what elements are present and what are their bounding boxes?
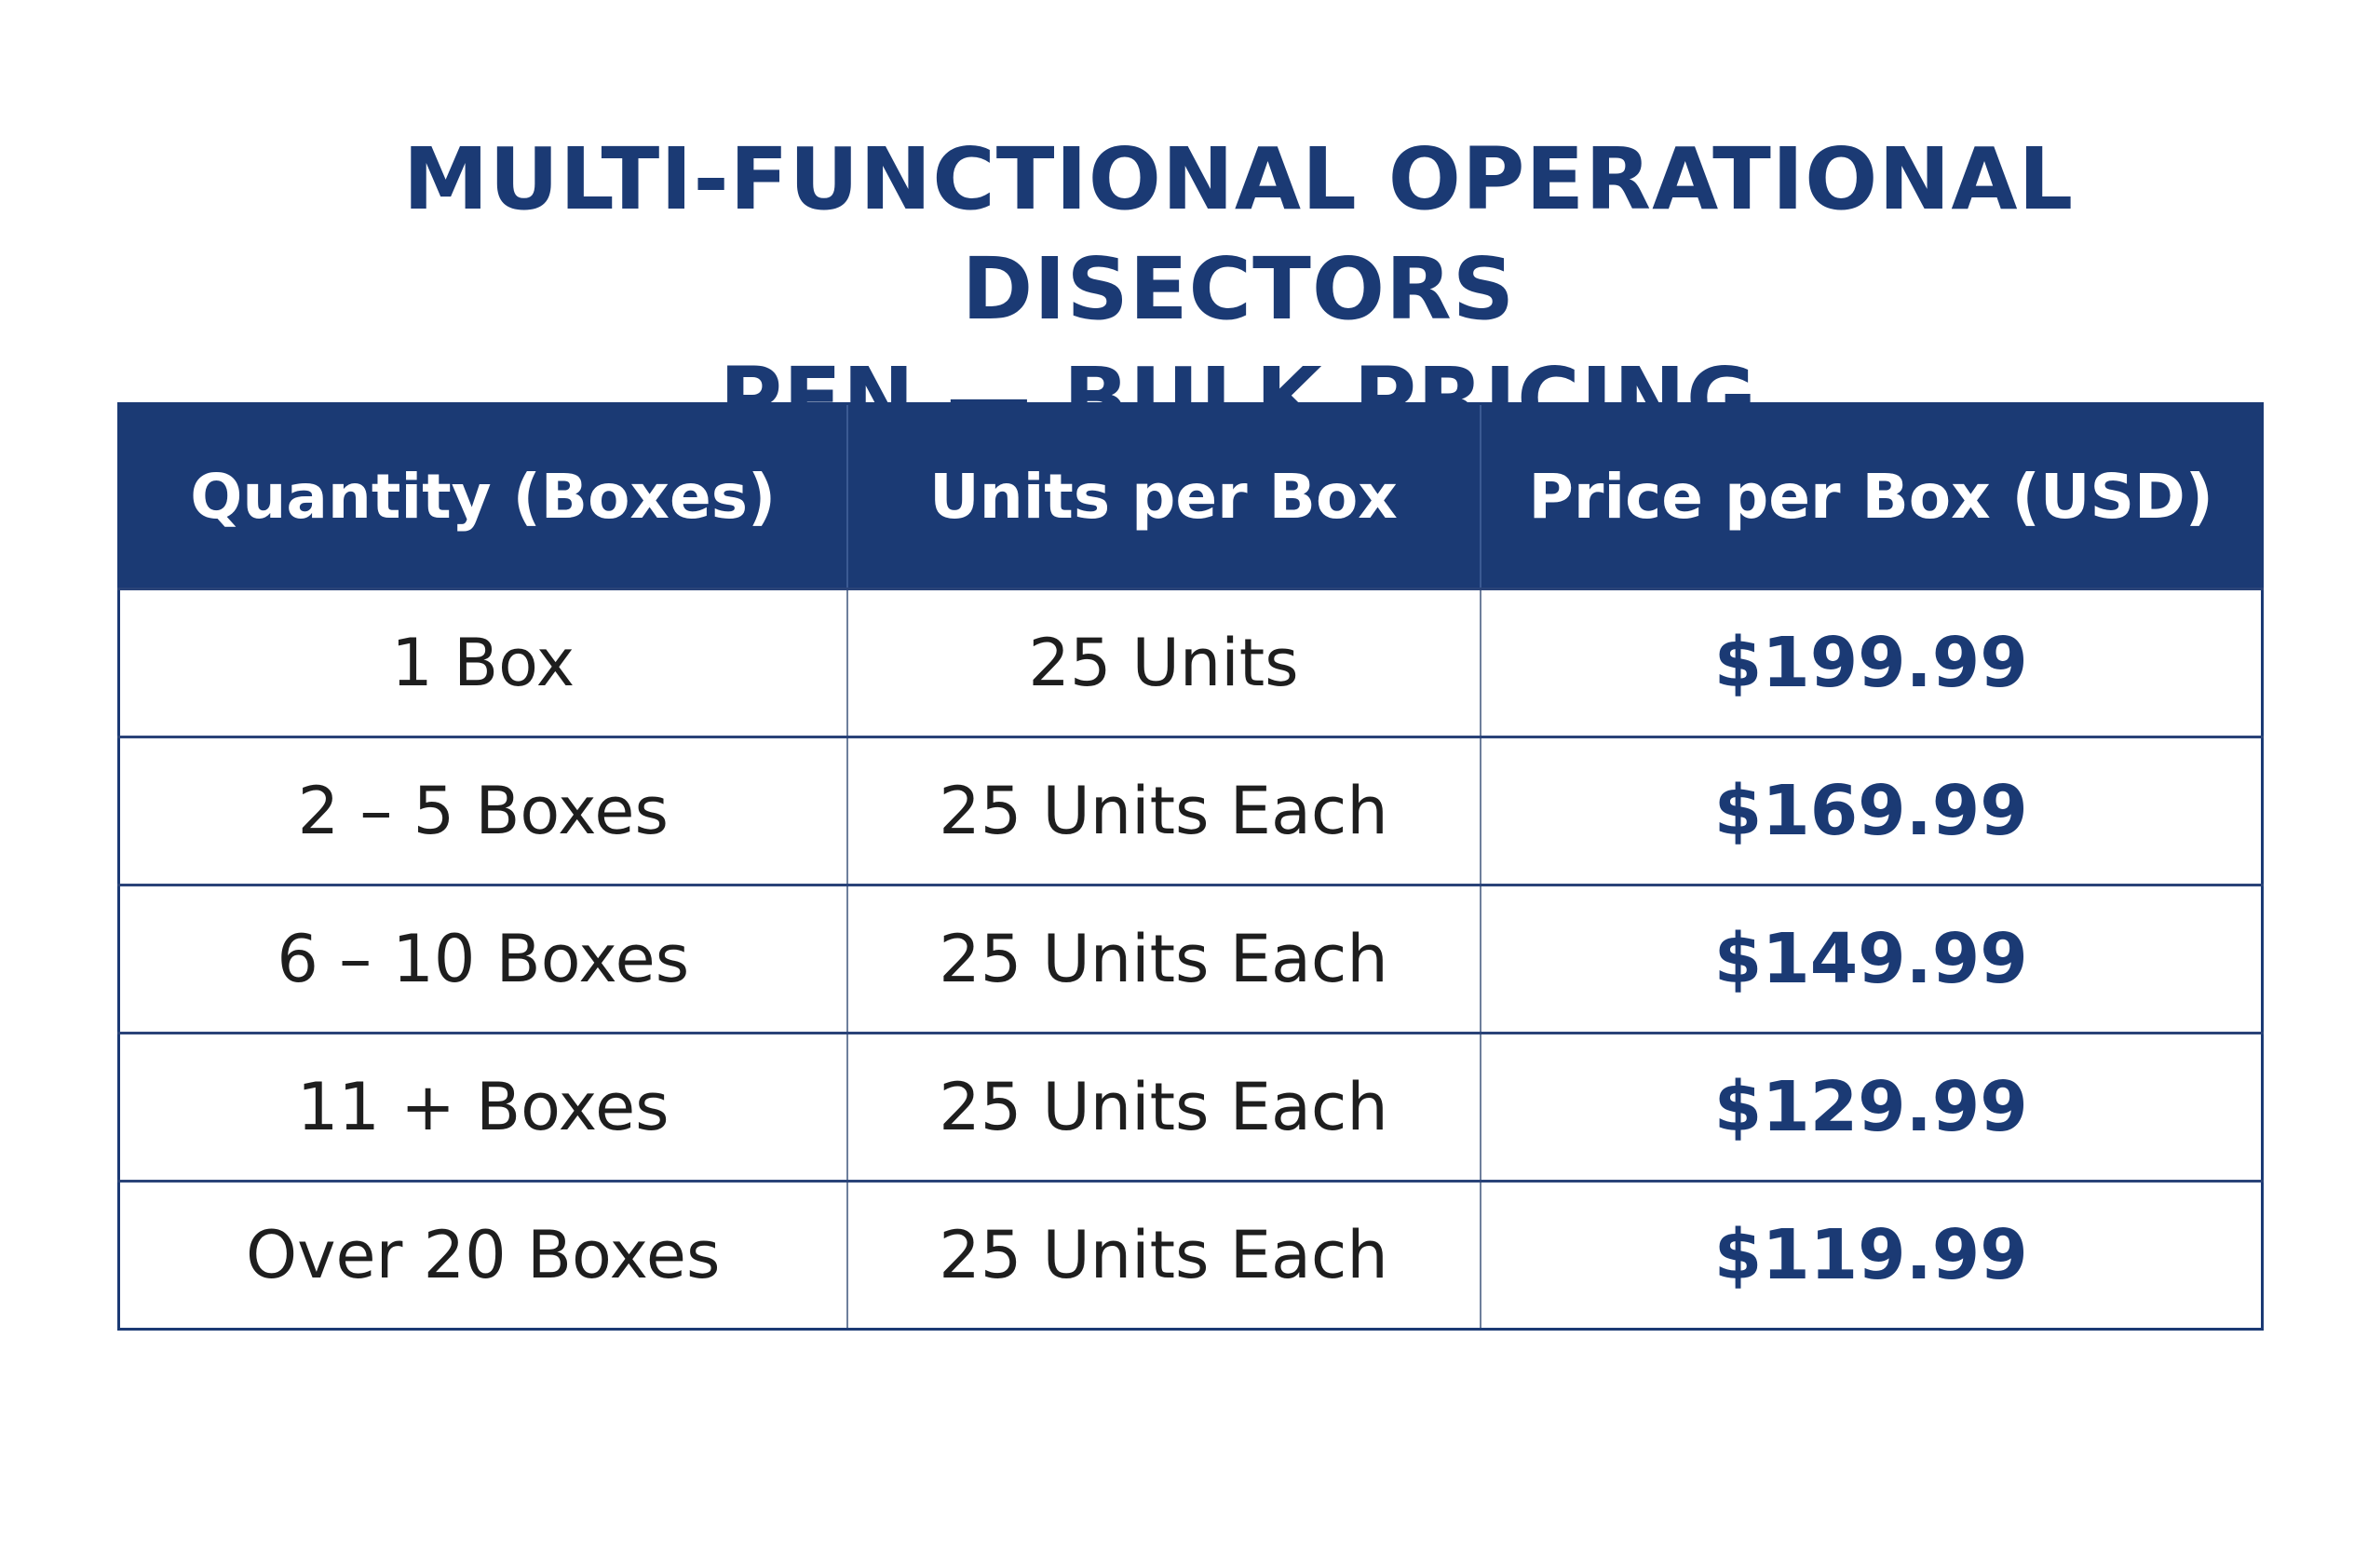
table-header: Quantity (Boxes) Units per Box Price per…	[118, 403, 2263, 589]
table-row: Over 20 Boxes 25 Units Each $119.99	[118, 1180, 2263, 1330]
price-cell: $169.99	[1479, 736, 2263, 885]
table-row: 1 Box 25 Units $199.99	[118, 588, 2263, 737]
units-cell: 25 Units Each	[846, 884, 1481, 1034]
table-row: 11 + Boxes 25 Units Each $129.99	[118, 1032, 2263, 1182]
units-cell: 25 Units	[846, 588, 1481, 737]
price-cell: $129.99	[1479, 1032, 2263, 1182]
header-units-per-box: Units per Box	[846, 403, 1481, 589]
bulk-pricing-table: Quantity (Boxes) Units per Box Price per…	[117, 402, 2264, 1331]
header-price-per-box: Price per Box (USD)	[1479, 403, 2263, 589]
units-cell: 25 Units Each	[846, 1032, 1481, 1182]
page-title: MULTI-FUNCTIONAL OPERATIONAL DISECTORS P…	[140, 125, 2337, 454]
quantity-cell: 2 – 5 Boxes	[118, 736, 847, 885]
header-row: Quantity (Boxes) Units per Box Price per…	[118, 403, 2263, 589]
quantity-cell: 6 – 10 Boxes	[118, 884, 847, 1034]
header-quantity: Quantity (Boxes)	[118, 403, 847, 589]
table-row: 6 – 10 Boxes 25 Units Each $149.99	[118, 884, 2263, 1034]
price-cell: $199.99	[1479, 588, 2263, 737]
units-cell: 25 Units Each	[846, 1180, 1481, 1330]
price-cell: $119.99	[1479, 1180, 2263, 1330]
table-body: 1 Box 25 Units $199.99 2 – 5 Boxes 25 Un…	[118, 588, 2263, 1330]
quantity-cell: 11 + Boxes	[118, 1032, 847, 1182]
units-cell: 25 Units Each	[846, 736, 1481, 885]
price-cell: $149.99	[1479, 884, 2263, 1034]
quantity-cell: Over 20 Boxes	[118, 1180, 847, 1330]
table-row: 2 – 5 Boxes 25 Units Each $169.99	[118, 736, 2263, 885]
title-line-1: MULTI-FUNCTIONAL OPERATIONAL DISECTORS	[402, 129, 2075, 339]
quantity-cell: 1 Box	[118, 588, 847, 737]
